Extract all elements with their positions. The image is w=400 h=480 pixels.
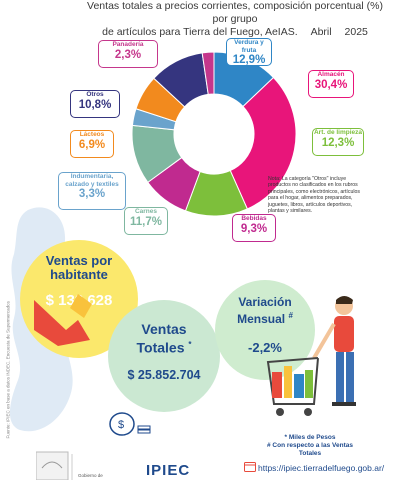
gobierno-logo-icon bbox=[36, 451, 73, 480]
web-icon bbox=[244, 462, 256, 472]
source-text: Fuente: IPIEC en base a datos INDEC. Enc… bbox=[5, 301, 11, 439]
kpi-variacion-value: -2,2% bbox=[248, 340, 282, 355]
label-lacteos: Lácteos 6,9% bbox=[70, 130, 114, 158]
tag-decoration-icon bbox=[34, 294, 92, 346]
label-bebidas: Bebidas 9,3% bbox=[232, 214, 276, 242]
shopper-illustration-icon bbox=[266, 296, 356, 416]
footnote-miles: * Miles de Pesos bbox=[284, 434, 336, 441]
kpi-totales-mark: * bbox=[188, 340, 192, 349]
title-year: 2025 bbox=[344, 26, 368, 38]
title-line-1: Ventas totales a precios corrientes, com… bbox=[87, 0, 383, 25]
gobierno-text: Gobierno de bbox=[78, 473, 103, 478]
label-otros: Otros 10,8% bbox=[70, 90, 120, 118]
footnotes: * Miles de Pesos # Con respecto a las Ve… bbox=[255, 434, 365, 458]
title-month: Abril bbox=[310, 26, 332, 38]
footnote-respecto: # Con respecto a las Ventas Totales bbox=[267, 442, 353, 457]
donut-slice-panader-a bbox=[201, 51, 215, 95]
kpi-totales-title-1: Ventas bbox=[141, 321, 187, 337]
kpi-ventas-totales: Ventas Totales * $ 25.852.704 bbox=[108, 300, 220, 412]
kpi-habitante-title-2: habitante bbox=[50, 267, 108, 282]
kpi-habitante-title-1: Ventas por bbox=[45, 253, 113, 268]
kpi-totales-title-2: Totales bbox=[136, 339, 185, 356]
kpi-variacion-title-1: Variación bbox=[238, 295, 292, 309]
kpi-variacion-title-2: Mensual bbox=[237, 312, 286, 326]
svg-text:$: $ bbox=[118, 419, 124, 431]
donut-slice-almac-n bbox=[229, 76, 297, 210]
kpi-variacion-mensual: Variación Mensual # -2,2% bbox=[215, 280, 315, 380]
label-indumentaria: Indumentaria, calzado y textiles 3,3% bbox=[58, 172, 126, 210]
label-carnes: Carnes 11,7% bbox=[124, 207, 168, 235]
ipiec-logo: IPIEC bbox=[146, 462, 191, 479]
label-limpieza: Art. de limpieza 12,3% bbox=[312, 128, 364, 156]
title-line-2: de artículos para Tierra del Fuego, AeIA… bbox=[102, 26, 298, 38]
label-almacen: Almacén 30,4% bbox=[308, 70, 354, 98]
money-bag-icon: $ bbox=[109, 412, 151, 436]
website-link[interactable]: https://ipiec.tierradelfuego.gob.ar/ bbox=[258, 463, 385, 473]
label-panaderia: Panadería 2,3% bbox=[98, 40, 158, 68]
chart-title: Ventas totales a precios corrientes, com… bbox=[80, 0, 390, 39]
note-otros: Nota: La categoría "Otros" incluye produ… bbox=[268, 176, 360, 215]
label-verdura: Verdura y fruta 12,9% bbox=[226, 38, 272, 66]
kpi-variacion-mark: # bbox=[288, 311, 293, 320]
kpi-totales-value: $ 25.852.704 bbox=[127, 367, 201, 382]
